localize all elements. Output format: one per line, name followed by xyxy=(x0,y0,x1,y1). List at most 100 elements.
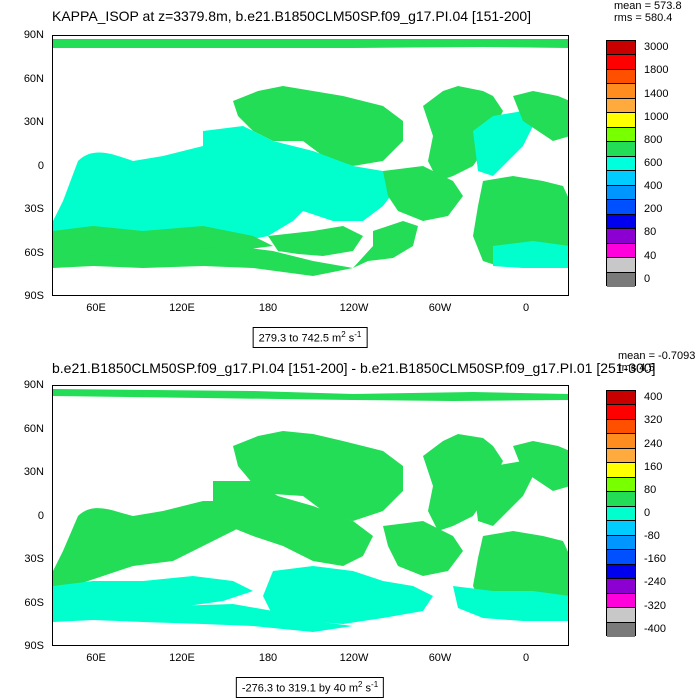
colorbar-swatch xyxy=(607,214,635,230)
range-label: -276.3 to 319.1 by 40 m2 s-1 xyxy=(235,677,385,698)
colorbar-swatch xyxy=(607,535,635,551)
colorbar-label: -320 xyxy=(644,599,667,612)
map-plot xyxy=(52,35,569,296)
mean-label: mean = -0.7093 xyxy=(618,350,696,362)
colorbar-label: -240 xyxy=(644,576,667,589)
colorbar xyxy=(606,390,636,637)
colorbar-label: 400 xyxy=(644,391,663,404)
y-tick-label: 30N xyxy=(23,116,44,128)
colorbar-label: 1400 xyxy=(644,87,669,100)
colorbar-label: -80 xyxy=(644,530,660,543)
colorbar-label: 400 xyxy=(644,180,663,193)
y-tick-label: 90S xyxy=(24,290,44,302)
diff-southern xyxy=(53,604,353,632)
colorbar-swatch xyxy=(607,419,635,435)
landmask-southern xyxy=(53,246,353,276)
landmask-region-5 xyxy=(268,226,363,256)
mean-label: mean = 573.8 xyxy=(614,0,682,12)
x-tick-label: 120E xyxy=(169,652,195,664)
stats-block: mean = -0.7093 rms 4.5 xyxy=(618,350,695,374)
x-tick-label: 60E xyxy=(86,652,106,664)
colorbar-swatch xyxy=(607,579,635,594)
x-tick-label: 60E xyxy=(86,302,106,314)
y-tick-label: 30S xyxy=(24,553,44,565)
colorbar-swatch xyxy=(607,405,635,420)
panel-top: KAPPA_ISOP at z=3379.8m, b.e21.B1850CLM5… xyxy=(23,0,682,348)
colorbar-label: 40 xyxy=(644,249,657,262)
colorbar-swatch xyxy=(607,608,635,623)
colorbar-label: 3000 xyxy=(644,41,669,54)
landmask-region-4 xyxy=(203,126,398,221)
colorbar-swatch xyxy=(607,55,635,70)
colorbar-swatch xyxy=(607,98,635,114)
colorbar-swatch xyxy=(607,463,635,478)
diff-region-4 xyxy=(213,481,373,566)
landmask-region-6 xyxy=(353,221,418,268)
colorbar-swatch xyxy=(607,127,635,143)
x-tick-label: 120W xyxy=(339,652,369,664)
diff-region-10 xyxy=(453,586,568,621)
colorbar-label: -400 xyxy=(644,622,667,635)
colorbar-swatch xyxy=(607,391,635,406)
colorbar-swatch xyxy=(607,84,635,99)
diff-region-3 xyxy=(233,431,403,521)
colorbar-swatch xyxy=(607,142,635,157)
colorbar-swatch xyxy=(607,564,635,580)
map-svg xyxy=(53,39,568,276)
y-tick-label: 30N xyxy=(23,466,44,478)
landmask-region-12 xyxy=(493,241,568,268)
range-label: 279.3 to 742.5 m2 s-1 xyxy=(252,327,368,348)
y-tick-label: 60S xyxy=(24,597,44,609)
x-tick-label: 180 xyxy=(258,302,278,314)
colorbar-label: 160 xyxy=(644,460,663,473)
colorbar-swatch xyxy=(607,550,635,565)
colorbar-swatch xyxy=(607,185,635,201)
colorbar-label: 600 xyxy=(644,157,663,169)
map-svg xyxy=(53,389,568,632)
x-tick-label: 0 xyxy=(522,652,530,664)
colorbar-swatch xyxy=(607,69,635,85)
colorbar-swatch xyxy=(607,593,635,609)
colorbar-label: 1000 xyxy=(644,110,669,123)
colorbar-label: 0 xyxy=(644,272,651,285)
colorbar-label: 80 xyxy=(644,483,657,496)
y-tick-label: 60N xyxy=(23,73,44,85)
colorbar-label: 1800 xyxy=(644,64,669,77)
colorbar-label: 80 xyxy=(644,226,657,239)
colorbar xyxy=(606,40,636,287)
diff-region-1 xyxy=(53,501,243,591)
colorbar-swatch xyxy=(607,200,635,215)
diff-region-7 xyxy=(473,461,533,526)
colorbar-label: 0 xyxy=(644,507,651,519)
diff-region-11 xyxy=(513,441,568,491)
landmask-region-7 xyxy=(423,86,503,181)
colorbar-swatch xyxy=(607,506,635,522)
diff-region-5 xyxy=(263,566,433,624)
colorbar-label: 320 xyxy=(644,414,663,427)
y-tick-label: 60N xyxy=(23,423,44,435)
landmask-region-9 xyxy=(383,166,463,221)
colorbar-swatch xyxy=(607,113,635,128)
landmask-region-11 xyxy=(513,91,568,141)
colorbar-swatch xyxy=(607,229,635,244)
landmask-arctic xyxy=(53,39,568,48)
x-tick-label: 60W xyxy=(428,652,452,664)
rms-label: rms 4.5 xyxy=(618,362,655,374)
x-tick-label: 0 xyxy=(522,302,530,314)
map-plot xyxy=(52,385,569,646)
y-tick-label: 90S xyxy=(24,640,44,652)
x-tick-label: 120E xyxy=(169,302,195,314)
colorbar-swatch xyxy=(607,41,635,56)
x-tick-label: 120W xyxy=(339,302,369,314)
chart-title: b.e21.B1850CLM50SP.f09_g17.PI.04 [151-20… xyxy=(52,360,656,376)
x-tick-label: 180 xyxy=(258,652,278,664)
y-tick-label: 90N xyxy=(23,29,44,41)
colorbar-label: 800 xyxy=(644,133,663,146)
colorbar-swatch xyxy=(607,243,635,259)
y-tick-label: 0 xyxy=(37,510,44,522)
colorbar-swatch xyxy=(607,492,635,507)
colorbar-swatch xyxy=(607,477,635,493)
diff-region-6 xyxy=(423,434,503,531)
colorbar-swatch xyxy=(607,258,635,273)
y-tick-label: 0 xyxy=(37,160,44,172)
